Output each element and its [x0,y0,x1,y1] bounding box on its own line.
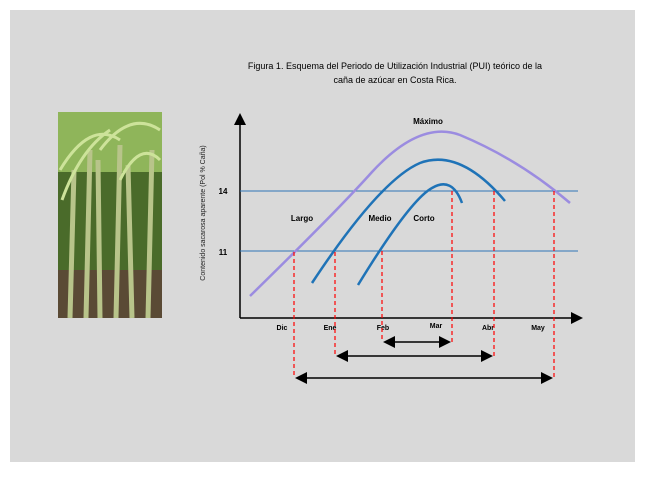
month-label: Dic [277,325,288,332]
month-label: May [531,325,545,332]
month-label: Feb [377,325,389,332]
slide: Figura 1. Esquema del Periodo de Utiliza… [0,0,645,472]
month-label: Abr [482,325,494,332]
curve-label: Máximo [413,117,443,126]
sugarcane-photo [58,112,162,318]
curve-label: Corto [413,214,434,223]
title-line: caña de azúcar en Costa Rica. [333,75,456,85]
y-tick-label: 14 [219,187,228,196]
curve-label: Largo [291,214,313,223]
curve-label: Medio [368,214,391,223]
y-axis-label: Contenido sacarosa aparente (Pol % Caña) [200,145,207,280]
month-label: Mar [430,323,443,330]
y-tick-label: 11 [219,248,228,257]
title-line: Figura 1. Esquema del Periodo de Utiliza… [248,61,542,71]
